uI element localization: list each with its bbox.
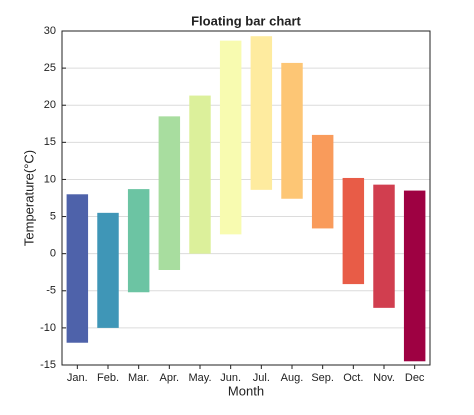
bar [66,194,89,343]
y-tick-label: -10 [40,322,56,334]
y-tick-label: 0 [50,248,56,260]
bar [281,62,303,199]
y-tick-label: -5 [46,285,56,297]
x-tick-label: Nov. [373,372,395,384]
x-tick-label: Sep. [311,372,334,384]
x-tick-label: Aug. [281,372,304,384]
y-tick-label: -15 [40,359,56,371]
bar [250,36,273,190]
x-tick-label: Jun. [220,372,241,384]
x-axis-label: Month [228,383,264,398]
bar [97,212,119,328]
y-tick-label: 30 [44,25,56,37]
x-tick-label: Jul. [253,372,270,384]
y-tick-label: 25 [44,62,56,74]
bar [373,184,395,308]
bar [189,95,211,254]
plot-frame [61,30,431,366]
x-tick-label: Oct. [343,372,363,384]
bar [219,40,242,235]
bar [127,189,150,293]
y-tick-label: 20 [44,99,56,111]
y-tick-label: 15 [44,136,56,148]
y-tick-label: 10 [44,173,56,185]
bar [342,177,365,285]
x-tick-label: Apr. [160,372,180,384]
x-tick-label: Mar. [128,372,149,384]
x-tick-label: Dec [405,372,425,384]
y-axis-label: Temperature(°C) [21,150,36,246]
bar [311,134,334,229]
chart-title: Floating bar chart [191,13,301,28]
bar [158,116,181,270]
x-tick-label: May. [188,372,211,384]
y-tick-label: 5 [50,210,56,222]
x-tick-label: Feb. [97,372,119,384]
x-tick-label: Jan. [67,372,88,384]
bar [403,190,426,362]
